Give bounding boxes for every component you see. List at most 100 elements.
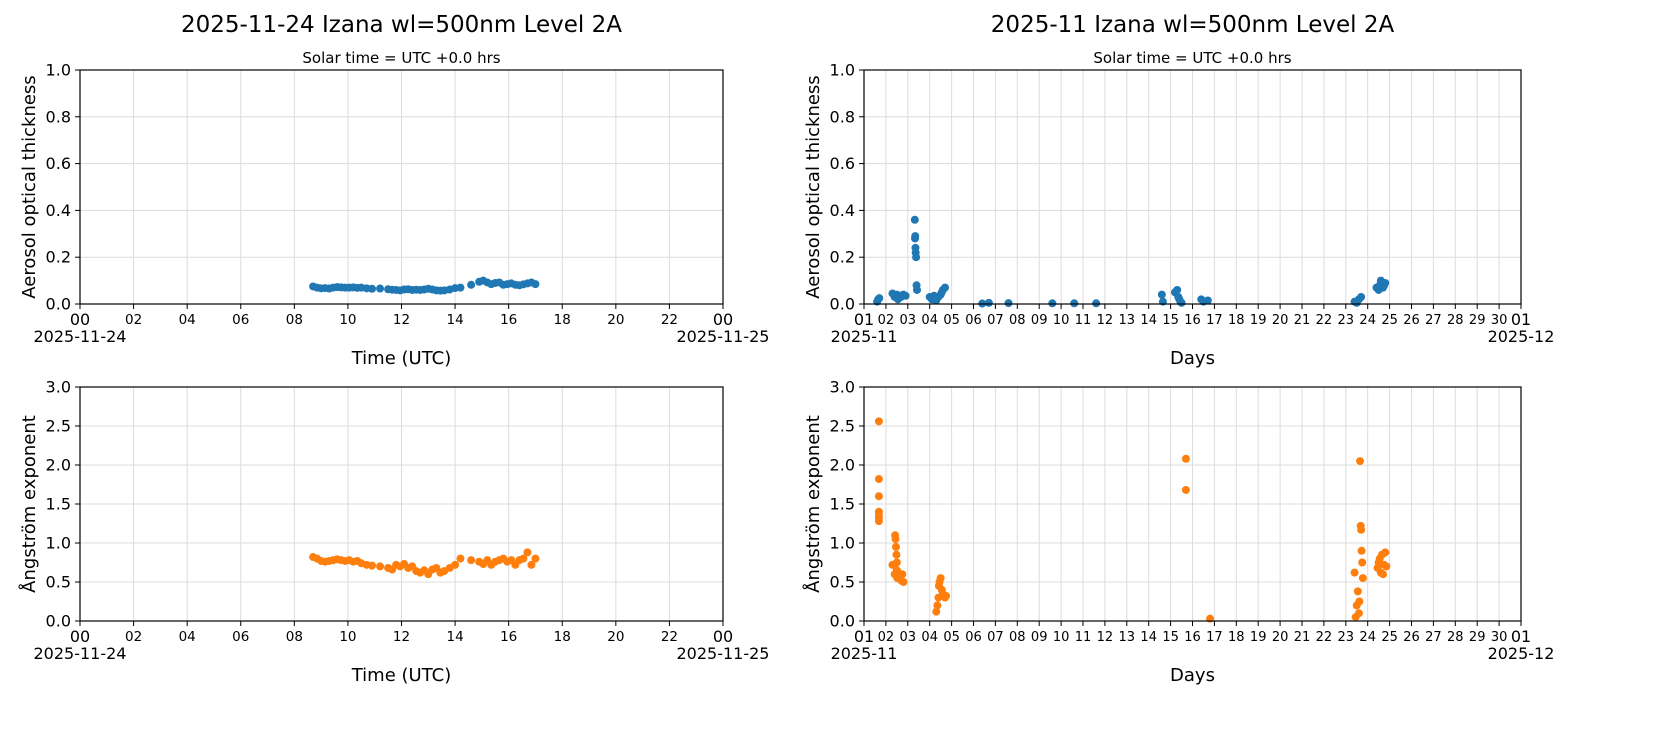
y-tick-label: 0.4 bbox=[830, 201, 855, 220]
x-tick-label: 24 bbox=[1359, 630, 1376, 645]
x-tick-label: 18 bbox=[1228, 313, 1245, 328]
data-point bbox=[467, 556, 476, 565]
x-tick-label: 29 bbox=[1469, 630, 1486, 645]
x-tick-label: 16 bbox=[500, 629, 517, 645]
y-tick-label: 0.8 bbox=[46, 107, 71, 126]
y-tick-label: 3.0 bbox=[46, 378, 71, 397]
x-tick-label: 07 bbox=[987, 630, 1004, 645]
x-tick-label: 20 bbox=[1272, 630, 1289, 645]
y-axis-label: Aerosol optical thickness bbox=[803, 75, 824, 298]
data-point bbox=[1354, 609, 1363, 618]
x-tick-label: 06 bbox=[232, 312, 249, 328]
y-tick-label: 1.0 bbox=[46, 61, 71, 80]
y-tick-label: 1.5 bbox=[830, 495, 855, 514]
data-point bbox=[891, 542, 900, 551]
x-tick-label: 22 bbox=[1316, 630, 1333, 645]
data-point bbox=[1356, 457, 1365, 466]
x-tick-label: 19 bbox=[1250, 630, 1267, 645]
date-label-end: 2025-11-25 bbox=[677, 327, 770, 346]
x-tick-label: 29 bbox=[1469, 313, 1486, 328]
data-point bbox=[932, 607, 941, 616]
x-tick-label: 00 bbox=[713, 627, 733, 646]
y-axis-label: Aerosol optical thickness bbox=[19, 75, 40, 298]
data-point bbox=[1350, 568, 1359, 577]
x-tick-label: 18 bbox=[554, 312, 571, 328]
x-tick-label: 00 bbox=[70, 310, 90, 329]
x-tick-label: 22 bbox=[661, 312, 678, 328]
chart-subtitle: Solar time = UTC +0.0 hrs bbox=[1093, 49, 1291, 67]
x-tick-label: 20 bbox=[607, 312, 624, 328]
x-tick-label: 00 bbox=[70, 627, 90, 646]
y-axis-label: Ångström exponent bbox=[802, 415, 824, 593]
data-point bbox=[1070, 299, 1079, 308]
axes-frame bbox=[79, 69, 724, 305]
y-tick-label: 0.0 bbox=[46, 295, 71, 314]
x-tick-label: 04 bbox=[921, 630, 938, 645]
x-tick-label: 26 bbox=[1403, 630, 1420, 645]
y-tick-label: 0.5 bbox=[830, 573, 855, 592]
x-tick-label: 03 bbox=[900, 313, 917, 328]
x-tick-label: 18 bbox=[554, 629, 571, 645]
data-point bbox=[891, 535, 900, 544]
y-tick-label: 1.0 bbox=[830, 61, 855, 80]
x-tick-label: 10 bbox=[1053, 313, 1070, 328]
date-label-start: 2025-11 bbox=[831, 327, 898, 346]
data-point bbox=[531, 554, 540, 563]
date-label-end: 2025-12 bbox=[1488, 327, 1555, 346]
data-point bbox=[376, 284, 385, 293]
data-point bbox=[467, 280, 476, 289]
data-point bbox=[1048, 299, 1057, 308]
data-point bbox=[933, 601, 942, 610]
data-point bbox=[1181, 485, 1190, 494]
date-label-start: 2025-11-24 bbox=[34, 644, 127, 663]
y-tick-label: 0.2 bbox=[46, 248, 71, 267]
data-point bbox=[1157, 290, 1166, 299]
x-tick-label: 11 bbox=[1075, 313, 1092, 328]
data-point bbox=[912, 285, 921, 294]
x-tick-label: 27 bbox=[1425, 313, 1442, 328]
data-point bbox=[519, 554, 528, 563]
y-tick-label: 0.2 bbox=[830, 248, 855, 267]
y-tick-label: 2.5 bbox=[830, 417, 855, 436]
x-tick-label: 13 bbox=[1119, 313, 1136, 328]
data-point bbox=[912, 253, 921, 262]
x-tick-label: 25 bbox=[1381, 313, 1398, 328]
data-point bbox=[1355, 597, 1364, 606]
x-tick-label: 18 bbox=[1228, 630, 1245, 645]
x-axis-label: Days bbox=[1170, 348, 1215, 369]
x-tick-label: 16 bbox=[1184, 313, 1201, 328]
y-tick-label: 0.0 bbox=[830, 295, 855, 314]
x-tick-label: 15 bbox=[1162, 630, 1179, 645]
y-tick-label: 1.5 bbox=[46, 495, 71, 514]
y-tick-label: 0.4 bbox=[46, 201, 71, 220]
x-tick-label: 21 bbox=[1294, 313, 1311, 328]
x-tick-label: 07 bbox=[987, 313, 1004, 328]
x-axis-label: Days bbox=[1170, 665, 1215, 686]
data-point bbox=[942, 592, 951, 601]
x-tick-label: 13 bbox=[1119, 630, 1136, 645]
y-tick-label: 0.6 bbox=[46, 154, 71, 173]
x-tick-label: 05 bbox=[943, 313, 960, 328]
x-tick-label: 02 bbox=[878, 630, 895, 645]
data-point bbox=[523, 548, 532, 557]
data-point bbox=[1004, 299, 1013, 308]
data-point bbox=[898, 570, 907, 579]
data-point bbox=[874, 417, 883, 426]
x-tick-label: 10 bbox=[1053, 630, 1070, 645]
x-tick-label: 30 bbox=[1491, 630, 1508, 645]
data-point bbox=[1353, 587, 1362, 596]
x-tick-label: 09 bbox=[1031, 313, 1048, 328]
data-point bbox=[531, 280, 540, 289]
data-point bbox=[874, 492, 883, 501]
data-point bbox=[451, 560, 460, 569]
y-axis-label: Ångström exponent bbox=[18, 415, 40, 593]
data-point bbox=[368, 561, 377, 570]
x-tick-label: 15 bbox=[1162, 313, 1179, 328]
data-point bbox=[456, 554, 465, 563]
x-tick-label: 17 bbox=[1206, 630, 1223, 645]
y-tick-label: 0.0 bbox=[46, 612, 71, 631]
data-point bbox=[1173, 285, 1182, 294]
x-tick-label: 08 bbox=[1009, 630, 1026, 645]
x-tick-label: 20 bbox=[607, 629, 624, 645]
